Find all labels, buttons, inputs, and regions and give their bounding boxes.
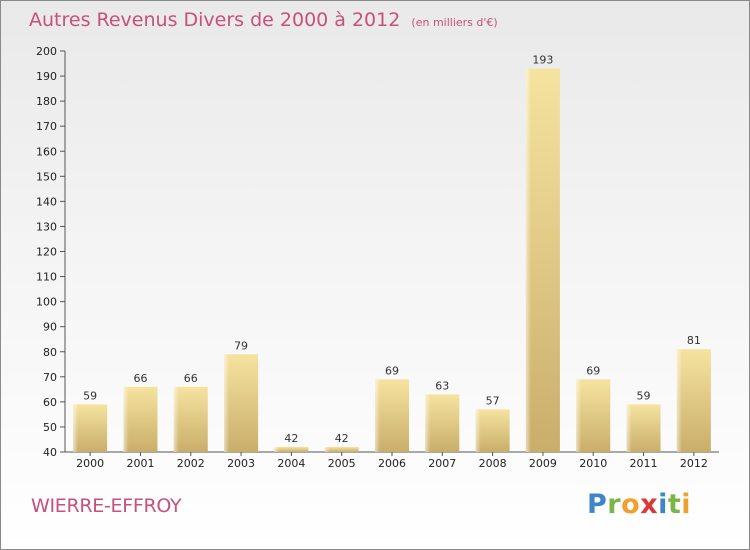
data-label: 81 [687, 334, 701, 347]
x-tick-label: 2002 [177, 457, 205, 470]
data-label: 42 [335, 432, 349, 445]
bar-highlight [576, 379, 611, 452]
data-label: 59 [637, 389, 651, 402]
x-tick-label: 2004 [277, 457, 305, 470]
data-label: 69 [385, 364, 399, 377]
chart-subtitle: (en milliers d'€) [411, 16, 498, 29]
logo-letter: x [640, 489, 659, 520]
data-label: 79 [234, 339, 248, 352]
logo-letter: r [607, 489, 622, 520]
y-tick-label: 130 [36, 220, 57, 233]
x-tick-label: 2010 [579, 457, 607, 470]
bar-highlight [676, 349, 711, 452]
y-tick-label: 170 [36, 120, 57, 133]
x-tick-label: 2003 [227, 457, 255, 470]
data-label: 193 [532, 54, 553, 67]
chart-title: Autres Revenus Divers de 2000 à 2012 [29, 9, 401, 31]
x-tick-label: 2005 [328, 457, 356, 470]
bar-highlight [324, 446, 359, 452]
proxiti-logo: Proxiti [587, 489, 691, 520]
data-label: 59 [83, 389, 97, 402]
y-tick-label: 40 [43, 446, 57, 459]
data-label: 57 [486, 394, 500, 407]
y-tick-label: 110 [36, 271, 57, 284]
x-tick-label: 2012 [680, 457, 708, 470]
y-tick-label: 90 [43, 321, 57, 334]
y-tick-label: 60 [43, 396, 57, 409]
logo-letter: t [667, 489, 682, 520]
place-name: WIERRE-EFFROY [31, 495, 182, 517]
y-tick-label: 80 [43, 346, 57, 359]
x-tick-label: 2006 [378, 457, 406, 470]
bar-highlight [224, 354, 259, 452]
x-tick-label: 2008 [479, 457, 507, 470]
y-tick-label: 120 [36, 246, 57, 259]
x-tick-label: 2001 [126, 457, 154, 470]
x-tick-label: 2009 [529, 457, 557, 470]
data-label: 63 [435, 379, 449, 392]
data-label: 66 [133, 372, 147, 385]
data-label: 69 [586, 364, 600, 377]
bar-highlight [123, 386, 158, 452]
chart-title-block: Autres Revenus Divers de 2000 à 2012 (en… [29, 9, 498, 31]
bar-highlight [73, 404, 108, 452]
y-tick-label: 150 [36, 170, 57, 183]
data-label: 42 [284, 432, 298, 445]
y-tick-label: 100 [36, 296, 57, 309]
data-label: 66 [184, 372, 198, 385]
y-tick-label: 50 [43, 421, 57, 434]
bar-highlight [274, 446, 309, 452]
bar-highlight [525, 68, 560, 452]
logo-letter: o [621, 489, 641, 520]
bar-highlight [375, 379, 409, 452]
bar-highlight [626, 404, 661, 452]
y-tick-label: 200 [36, 45, 57, 58]
logo-letter: i [658, 489, 668, 520]
y-tick-label: 190 [36, 70, 57, 83]
y-tick-label: 70 [43, 371, 57, 384]
y-tick-label: 180 [36, 95, 57, 108]
x-tick-label: 2011 [630, 457, 658, 470]
y-tick-label: 140 [36, 195, 57, 208]
x-tick-label: 2000 [76, 457, 104, 470]
logo-letter: P [587, 489, 608, 520]
bar-highlight [475, 409, 510, 452]
x-tick-label: 2007 [428, 457, 456, 470]
bar-highlight [425, 394, 460, 452]
bar-highlight [173, 386, 208, 452]
y-tick-label: 160 [36, 145, 57, 158]
logo-letter: i [681, 489, 692, 520]
